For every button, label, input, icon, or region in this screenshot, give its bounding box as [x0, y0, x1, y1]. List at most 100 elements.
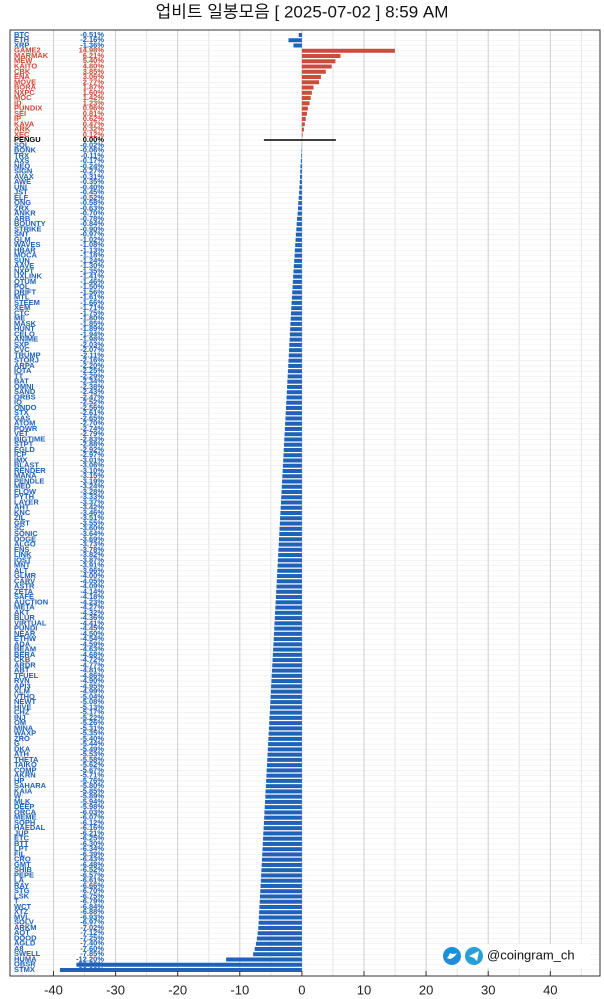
category-label: DOGE: [14, 534, 36, 543]
value-label: 4.80%: [83, 62, 105, 71]
category-label: HIVE: [14, 702, 32, 711]
category-label: DEEP: [14, 802, 34, 811]
category-label: BONK: [14, 146, 37, 155]
category-label: POWR: [14, 424, 38, 433]
value-label: -0.63%: [80, 203, 104, 212]
category-label: GAS: [14, 413, 30, 422]
category-label: BTC: [14, 30, 30, 39]
bar: [271, 679, 302, 684]
category-label: VTHO: [14, 692, 35, 701]
value-label: -1.46%: [80, 277, 104, 286]
value-label: -5.04%: [80, 692, 104, 701]
bar: [272, 663, 302, 668]
bar: [289, 348, 302, 353]
value-label: -6.84%: [80, 902, 104, 911]
bar: [282, 474, 302, 479]
value-label: -0.52%: [80, 193, 104, 202]
category-label: GAME2: [14, 46, 41, 55]
bar: [272, 652, 302, 657]
bar: [301, 96, 311, 101]
category-label: ORCA: [14, 807, 37, 816]
category-label: ELF: [14, 193, 29, 202]
value-label: -5.76%: [80, 776, 104, 785]
bar: [273, 642, 302, 647]
category-label: T: [14, 897, 19, 906]
bar: [259, 894, 302, 899]
category-label: LAYER: [14, 497, 39, 506]
category-label: IOTA: [14, 366, 32, 375]
category-label: TRX: [14, 151, 29, 160]
bar: [261, 857, 302, 862]
bar: [286, 390, 302, 395]
bar: [270, 694, 302, 699]
bar: [272, 668, 302, 673]
value-label: -2.38%: [80, 382, 104, 391]
value-label: -5.13%: [80, 702, 104, 711]
category-label: HP: [14, 776, 24, 785]
value-label: -7.85%: [80, 949, 104, 958]
value-label: -0.40%: [80, 182, 104, 191]
value-label: -3.15%: [80, 471, 104, 480]
bar: [281, 489, 302, 494]
bar: [285, 411, 302, 416]
x-tick-label: -40: [44, 982, 63, 997]
bar: [291, 295, 302, 300]
category-label: SNT: [14, 230, 29, 239]
value-label: -6.48%: [80, 860, 104, 869]
category-label: UXLINK: [14, 272, 43, 281]
value-label: -7.12%: [80, 928, 104, 937]
value-label: 0.96%: [83, 104, 105, 113]
value-label: -2.70%: [80, 419, 104, 428]
value-label: -4.59%: [80, 639, 104, 648]
bar: [261, 873, 302, 878]
value-label: -3.55%: [80, 518, 104, 527]
bar: [283, 453, 302, 458]
bar: [301, 54, 341, 59]
bar: [284, 432, 302, 437]
bar: [301, 101, 310, 106]
value-label: -3.42%: [80, 503, 104, 512]
category-label: G: [14, 739, 20, 748]
bar: [294, 253, 302, 258]
category-label: LINK: [14, 550, 32, 559]
value-label: -2.07%: [80, 345, 104, 354]
value-label: -5.44%: [80, 739, 104, 748]
value-label: -1.89%: [80, 324, 104, 333]
bar: [289, 332, 302, 337]
x-tick-label: 40: [543, 982, 557, 997]
bar: [292, 290, 302, 295]
value-label: -2.03%: [80, 340, 104, 349]
value-label: -4.72%: [80, 655, 104, 664]
watermark: @coingram_ch: [487, 947, 575, 962]
value-label: 0.62%: [83, 114, 105, 123]
category-label: UNI: [14, 182, 27, 191]
category-label: ORBS: [14, 392, 36, 401]
value-label: -3.73%: [80, 540, 104, 549]
category-label: VIRTUAL: [14, 618, 47, 627]
bar: [266, 763, 302, 768]
bar: [282, 479, 302, 484]
value-label: -4.05%: [80, 576, 104, 585]
category-label: AAVE: [14, 261, 34, 270]
category-label: KAITO: [14, 62, 37, 71]
bar: [279, 532, 302, 537]
category-label: MEME: [14, 813, 37, 822]
value-label: -0.78%: [80, 214, 104, 223]
value-label: -1.02%: [80, 235, 104, 244]
bar: [263, 820, 302, 825]
bar: [292, 285, 302, 290]
value-label: -4.90%: [80, 676, 104, 685]
bar: [282, 463, 302, 468]
bar: [284, 442, 302, 447]
category-label: GLMR: [14, 571, 37, 580]
category-label: STORJ: [14, 356, 39, 365]
value-label: -4.09%: [80, 582, 104, 591]
value-label: -5.67%: [80, 765, 104, 774]
bar: [277, 563, 302, 568]
value-label: -4.14%: [80, 587, 104, 596]
value-label: -5.80%: [80, 781, 104, 790]
value-label: -5.53%: [80, 750, 104, 759]
category-label: CTC: [14, 308, 30, 317]
value-label: -1.36%: [80, 40, 104, 49]
bar: [293, 43, 302, 48]
